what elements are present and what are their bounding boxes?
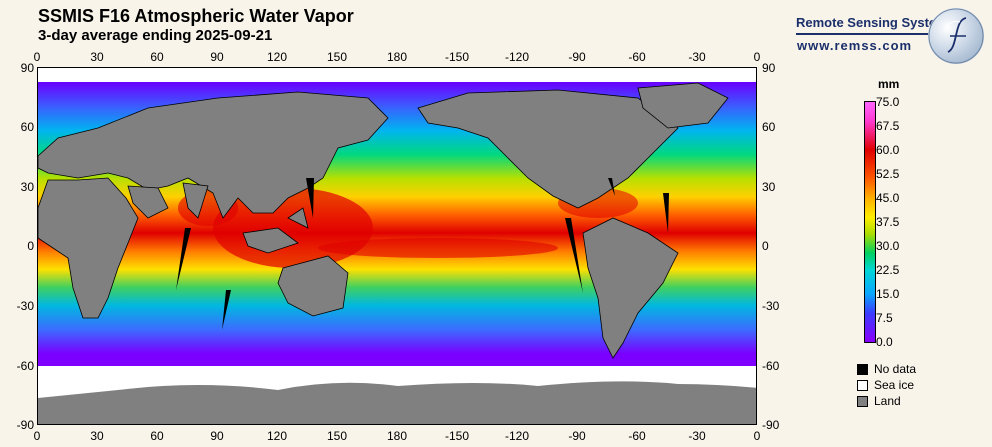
south-america-land [582,217,679,359]
maritime-continent-land [242,207,309,254]
lat-tick-right: -90 [762,418,780,432]
lon-tick-top: 30 [90,50,104,64]
africa-land [38,177,139,319]
colorbar-label: 67.5 [876,119,900,133]
lon-tick-bottom: -30 [688,429,706,443]
lon-tick-top: 90 [210,50,224,64]
globe-logo-icon [928,8,984,64]
arabia-india-land [127,182,209,219]
colorbar-label: 75.0 [876,95,900,109]
org-url: www.remss.com [797,38,913,53]
legend-swatch-no-data [857,364,868,375]
colorbar-label: 30.0 [876,239,900,253]
lon-tick-bottom: 180 [386,429,408,443]
eurasia-land [38,91,389,219]
lat-tick-left: -30 [16,299,34,313]
lat-tick-left: 60 [20,120,34,134]
legend-label-land: Land [874,394,901,408]
no-data-swath [306,178,314,218]
lon-tick-top: -60 [628,50,646,64]
colorbar-label: 7.5 [876,311,893,325]
lat-tick-right: 0 [762,239,769,253]
lon-tick-top: 180 [386,50,408,64]
lon-tick-bottom: -150 [444,429,470,443]
colorbar-label: 15.0 [876,287,900,301]
lon-tick-top: -150 [444,50,470,64]
itcz-band [318,238,558,258]
map-canvas [38,68,756,424]
north-america-land [417,89,679,209]
lon-tick-top: 60 [150,50,164,64]
legend-swatch-sea-ice [857,380,868,391]
lon-tick-bottom: 0 [33,429,41,443]
lon-tick-bottom: 120 [266,429,288,443]
australia-land [277,255,349,317]
lat-tick-left: -60 [16,359,34,373]
lon-tick-bottom: 60 [150,429,164,443]
lon-tick-bottom: -90 [568,429,586,443]
lon-tick-bottom: 150 [326,429,348,443]
map-subtitle: 3-day average ending 2025-09-21 [38,27,273,44]
org-divider [796,33,944,35]
colorbar [864,101,876,343]
lat-tick-left: 30 [20,180,34,194]
org-name: Remote Sensing Systems [796,15,955,30]
lon-tick-bottom: -60 [628,429,646,443]
no-data-swath [176,228,191,290]
legend-label-sea-ice: Sea ice [874,378,915,392]
legend-label-no-data: No data [874,362,917,376]
lon-tick-top: 0 [33,50,41,64]
lat-tick-right: 60 [762,120,776,134]
lat-tick-left: 90 [20,61,34,75]
antarctica-land [38,381,756,424]
continents [38,82,729,359]
lat-tick-right: -60 [762,359,780,373]
lon-tick-top: 150 [326,50,348,64]
lon-tick-top: -30 [688,50,706,64]
no-data-swath [222,290,231,330]
lon-tick-top: 120 [266,50,288,64]
lat-tick-right: -30 [762,299,780,313]
colorbar-label: 52.5 [876,167,900,181]
lat-tick-right: 90 [762,61,776,75]
lon-tick-bottom: 90 [210,429,224,443]
legend-swatch-land [857,396,868,407]
map-title: SSMIS F16 Atmospheric Water Vapor [38,6,354,26]
colorbar-label: 22.5 [876,263,900,277]
colorbar-label: 37.5 [876,215,900,229]
no-data-swaths [176,178,669,330]
greenland-land [637,82,729,129]
no-data-swath [608,178,615,196]
colorbar-label: 0.0 [876,335,893,349]
lon-tick-bottom: 0 [753,429,761,443]
lon-tick-bottom: 30 [90,429,104,443]
colorbar-label: 60.0 [876,143,900,157]
logo-mark-icon [928,8,984,64]
colorbar-label: 45.0 [876,191,900,205]
lat-tick-left: -90 [16,418,34,432]
no-data-swath [663,193,669,233]
lat-tick-right: 30 [762,180,776,194]
water-vapor-map [37,67,757,425]
antarctic-sea-ice [38,366,756,388]
lon-tick-top: 0 [753,50,761,64]
lon-tick-bottom: -120 [504,429,530,443]
lon-tick-top: -120 [504,50,530,64]
lat-tick-left: 0 [27,239,34,253]
no-data-swath [565,218,583,293]
colorbar-unit: mm [878,77,900,91]
lon-tick-top: -90 [568,50,586,64]
